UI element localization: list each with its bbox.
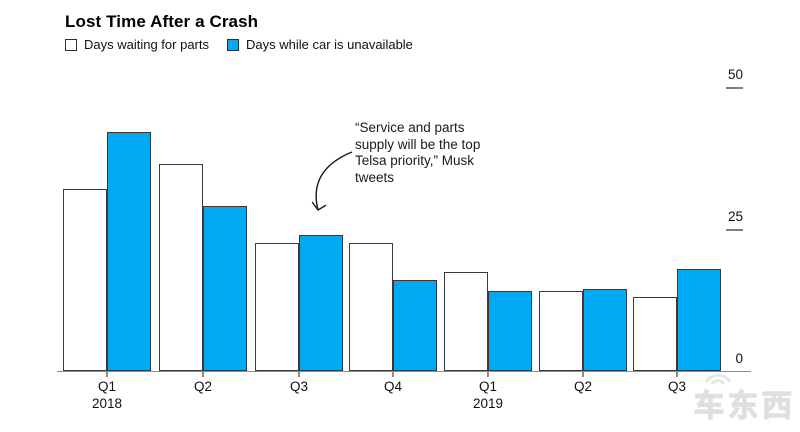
- chart-title: Lost Time After a Crash: [65, 12, 259, 31]
- y-axis-label: 0: [735, 351, 743, 366]
- x-axis-label: Q1: [478, 379, 497, 394]
- legend-label-waiting: Days waiting for parts: [84, 37, 209, 52]
- x-axis-line: [57, 371, 751, 372]
- watermark-logo: 车东西: [693, 373, 796, 424]
- curved-arrow-down-icon: [311, 151, 353, 211]
- bar-waiting-q2-1: [159, 163, 203, 371]
- legend-item-unavailable: Days while car is unavailable: [227, 37, 413, 52]
- x-axis-tick: [202, 371, 204, 377]
- annotation-line: tweets: [355, 169, 395, 185]
- x-axis-tick: [487, 371, 489, 377]
- bar-waiting-q4-3: [349, 243, 393, 371]
- y-axis-tick: [726, 87, 743, 89]
- annotation-line: Telsa priority,” Musk: [355, 153, 475, 168]
- x-axis-tick: [298, 371, 300, 377]
- legend-swatch-blue-icon: [227, 38, 239, 51]
- bar-unavailable-q3-2: [299, 234, 343, 371]
- x-axis-label: Q4: [383, 379, 402, 394]
- y-axis-tick: [726, 229, 743, 231]
- annotation-line: supply will be the top: [355, 136, 481, 152]
- bar-unavailable-q1-4: [488, 291, 532, 371]
- legend-swatch-white-icon: [65, 38, 77, 51]
- x-axis-label: Q1: [97, 379, 116, 394]
- x-axis-tick: [676, 371, 678, 377]
- y-axis-label: 50: [727, 67, 743, 82]
- bar-unavailable-q2-1: [203, 206, 247, 371]
- x-axis-label: Q2: [193, 379, 212, 394]
- annotation-line: “Service and parts: [355, 120, 465, 135]
- bar-unavailable-q3-6: [677, 268, 721, 371]
- x-axis-label: Q3: [667, 379, 686, 394]
- chart-legend: Days waiting for parts Days while car is…: [65, 37, 413, 52]
- x-axis-label: Q2: [573, 379, 592, 394]
- x-axis-year-label: 2019: [472, 396, 504, 411]
- x-axis-year-label: 2018: [91, 396, 123, 411]
- legend-label-unavailable: Days while car is unavailable: [246, 37, 413, 52]
- annotation-musk-tweet: “Service and parts supply will be the top…: [355, 120, 480, 186]
- bar-waiting-q3-6: [633, 297, 677, 371]
- bar-unavailable-q2-5: [583, 288, 627, 371]
- x-axis-tick: [582, 371, 584, 377]
- bar-waiting-q1-0: [63, 189, 107, 371]
- x-axis-tick: [392, 371, 394, 377]
- legend-item-waiting: Days waiting for parts: [65, 37, 209, 52]
- x-axis-label: Q3: [289, 379, 308, 394]
- x-axis-tick: [106, 371, 108, 377]
- bar-waiting-q1-4: [444, 271, 488, 371]
- y-axis-label: 25: [727, 209, 743, 224]
- bar-unavailable-q4-3: [393, 280, 437, 371]
- bar-waiting-q2-5: [539, 291, 583, 371]
- svg-text:车东西: 车东西: [694, 389, 796, 423]
- bar-waiting-q3-2: [255, 243, 299, 371]
- bar-unavailable-q1-0: [107, 132, 151, 371]
